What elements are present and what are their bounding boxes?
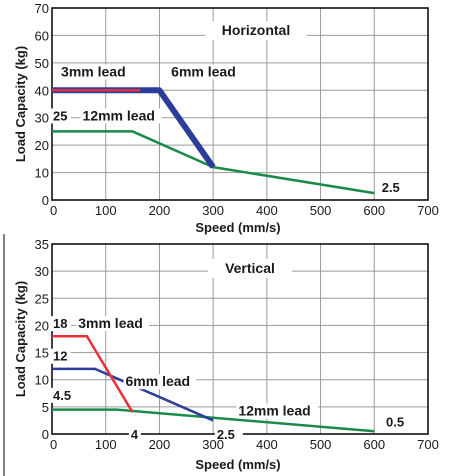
series-line-1 — [52, 367, 214, 422]
x-tick-label: 700 — [417, 437, 439, 452]
label-background — [128, 426, 141, 442]
x-tick-label: 600 — [363, 437, 385, 452]
x-axis-title: Speed (mm/s) — [195, 220, 280, 235]
annotation-label: 4.5 — [53, 388, 71, 403]
x-tick-label: 0 — [50, 437, 57, 452]
x-tick-label: 100 — [95, 437, 117, 452]
x-tick-label: 400 — [256, 437, 278, 452]
x-tick-label: 200 — [149, 203, 171, 218]
vertical-chart: Vertical 18 3mm lead 12 6mm lead 4.5 4 2.512mm … — [13, 237, 439, 472]
label-background — [51, 108, 71, 124]
y-tick-label: 20 — [35, 318, 49, 333]
y-tick-label: 35 — [35, 237, 49, 252]
x-tick-label: 700 — [417, 203, 439, 218]
y-tick-label: 20 — [35, 138, 49, 153]
x-tick-label: 500 — [310, 437, 332, 452]
plot-frame — [51, 7, 429, 201]
x-tick-label: 600 — [363, 203, 385, 218]
label-background — [59, 64, 132, 80]
y-tick-label: 25 — [35, 291, 49, 306]
annotation-label: 25 — [53, 108, 67, 123]
series-line-0 — [52, 130, 375, 195]
series-line-0 — [52, 408, 375, 433]
y-tick-label: 5 — [42, 400, 49, 415]
y-tick-label: 0 — [42, 427, 49, 442]
y-tick-label: 70 — [35, 1, 49, 16]
y-tick-label: 30 — [35, 111, 49, 126]
x-tick-label: 200 — [149, 437, 171, 452]
annotation-label: 12 — [53, 349, 67, 364]
annotation-label: 0.5 — [386, 414, 404, 429]
label-background — [51, 387, 79, 403]
annotation-label: 6mm lead — [171, 64, 236, 80]
y-axis-title: Load Capacity (kg) — [13, 281, 28, 397]
annotation-label: 3mm lead — [61, 64, 126, 80]
y-tick-label: 40 — [35, 83, 49, 98]
x-tick-label: 100 — [95, 203, 117, 218]
label-background — [51, 316, 71, 332]
label-background — [379, 179, 408, 195]
title-background — [207, 259, 293, 278]
label-background — [123, 374, 197, 390]
y-tick-label: 15 — [35, 346, 49, 361]
label-background — [236, 403, 318, 419]
label-background — [214, 426, 243, 442]
y-tick-label: 10 — [35, 373, 49, 388]
annotation-label: 6mm lead — [126, 373, 191, 389]
x-tick-label: 300 — [202, 437, 224, 452]
x-axis-title: Speed (mm/s) — [195, 457, 280, 472]
label-background — [80, 108, 162, 124]
x-tick-label: 300 — [202, 203, 224, 218]
annotation-label: 12mm lead — [238, 403, 310, 419]
horizontal-chart: Horizontal 3mm lead 6mm lead 25 12mm lead 2.5… — [13, 1, 439, 235]
chart-title: Vertical — [225, 260, 275, 276]
x-tick-label: 500 — [310, 203, 332, 218]
y-tick-label: 30 — [35, 264, 49, 279]
y-tick-label: 10 — [35, 166, 49, 181]
label-background — [76, 316, 150, 332]
y-axis-title: Load Capacity (kg) — [13, 46, 28, 162]
y-tick-label: 60 — [35, 28, 49, 43]
y-tick-label: 0 — [42, 193, 49, 208]
label-background — [169, 64, 242, 80]
chart-title: Horizontal — [222, 22, 290, 38]
label-background — [384, 414, 413, 430]
title-background — [205, 21, 307, 40]
annotation-label: 4 — [131, 427, 139, 442]
annotation-label: 12mm lead — [83, 107, 155, 123]
annotation-label: 2.5 — [382, 180, 400, 195]
annotation-label: 2.5 — [217, 427, 235, 442]
x-tick-label: 0 — [50, 203, 57, 218]
series-line-2 — [52, 335, 134, 413]
annotation-label: 3mm lead — [78, 315, 143, 331]
y-tick-label: 50 — [35, 56, 49, 71]
label-background — [51, 348, 71, 364]
x-tick-label: 400 — [256, 203, 278, 218]
annotation-label: 18 — [53, 316, 67, 331]
